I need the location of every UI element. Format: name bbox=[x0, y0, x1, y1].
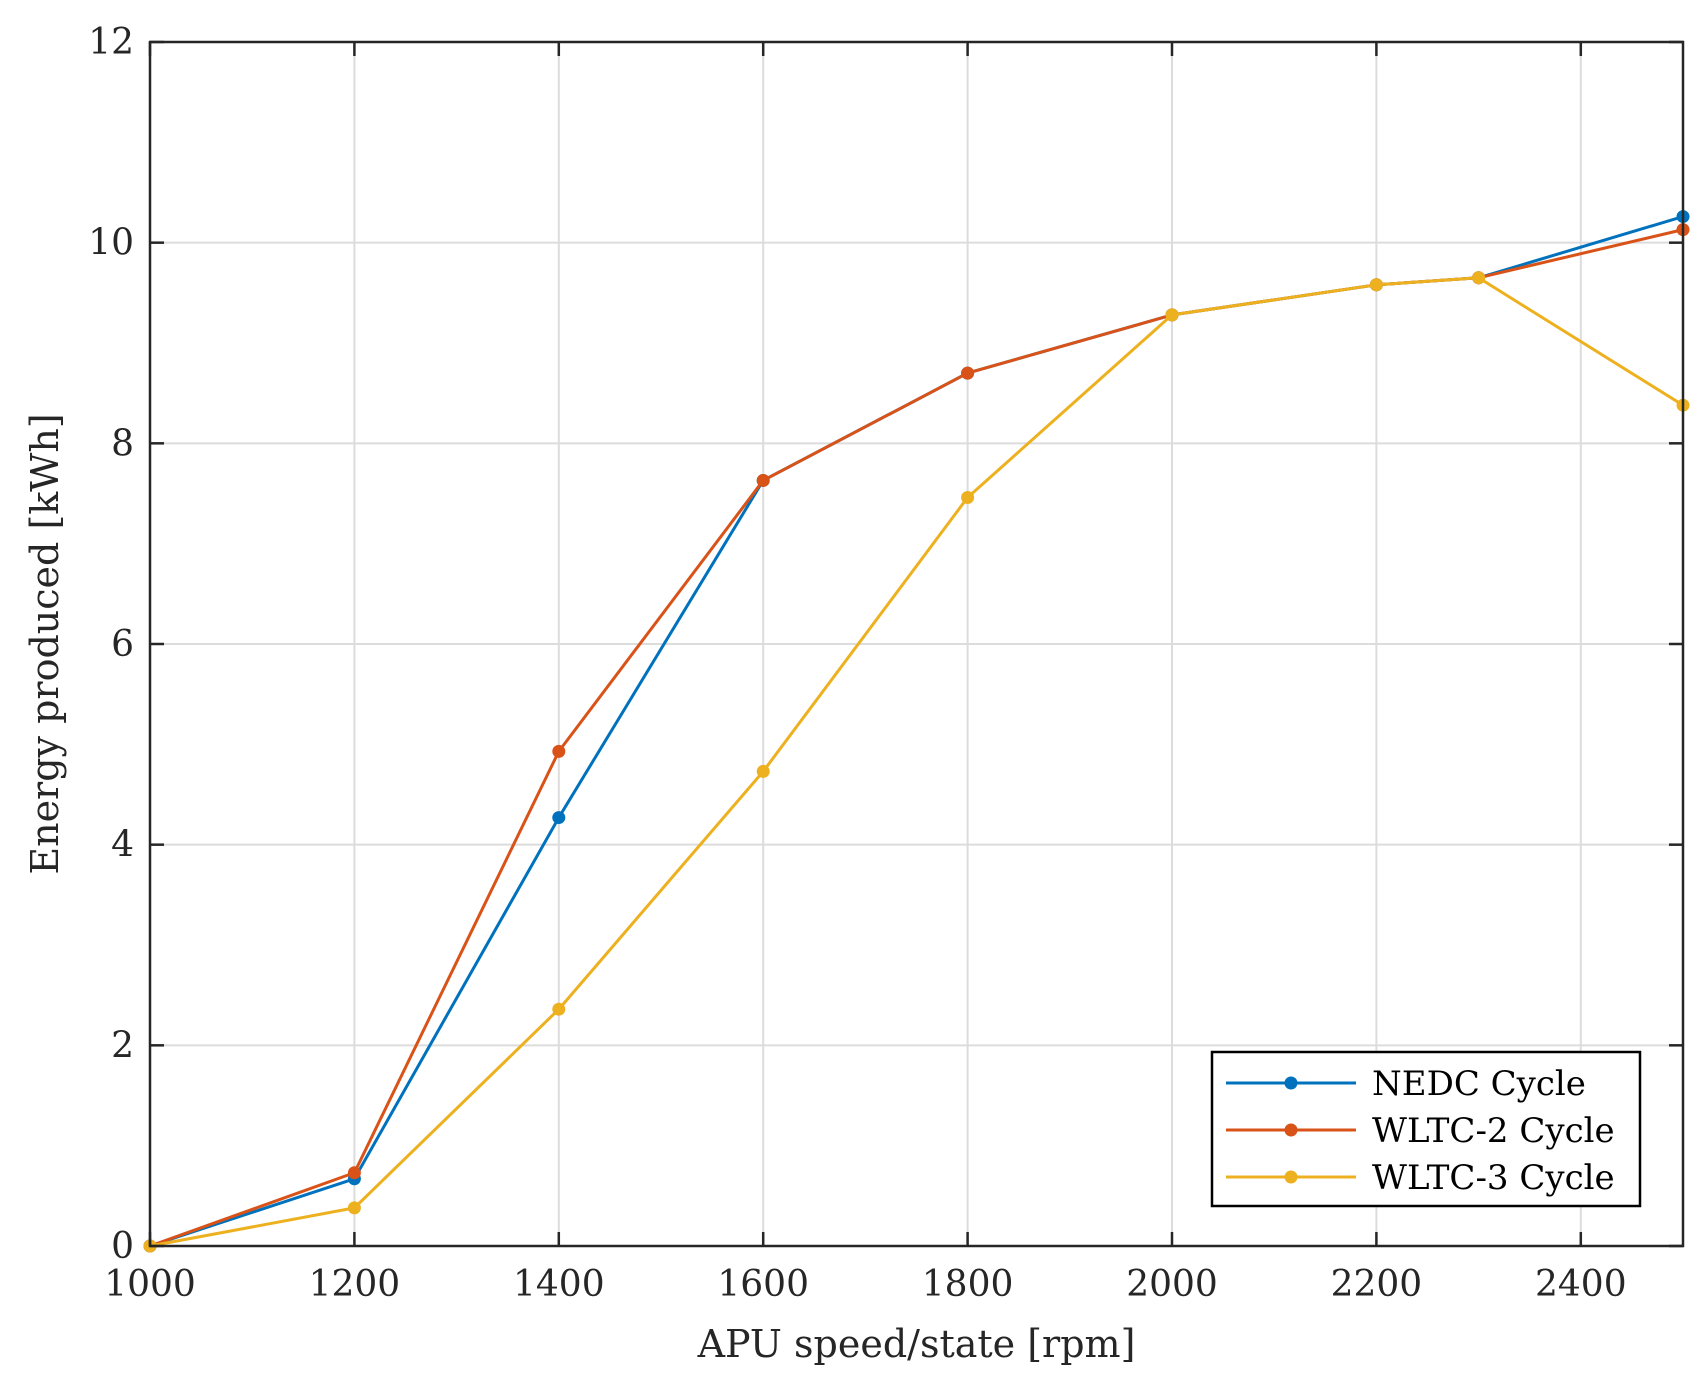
x-tick-label: 2000 bbox=[1126, 1264, 1218, 1305]
y-tick-label: 6 bbox=[111, 624, 134, 665]
data-point bbox=[961, 366, 975, 380]
data-point bbox=[347, 1201, 361, 1215]
data-point bbox=[1472, 271, 1486, 285]
x-tick-label: 1200 bbox=[309, 1264, 401, 1305]
y-tick-label: 12 bbox=[88, 22, 134, 63]
legend-marker bbox=[1284, 1076, 1298, 1090]
data-point bbox=[756, 764, 770, 778]
x-tick-label: 1600 bbox=[717, 1264, 809, 1305]
x-tick-label: 2400 bbox=[1535, 1264, 1627, 1305]
legend-item: WLTC-3 Cycle bbox=[1226, 1158, 1615, 1198]
ticks: 1000 1200 1400 1600 1800 2000 2200 2400 0 2 4 6 8 10 1… bbox=[88, 22, 1683, 1305]
data-point bbox=[552, 1002, 566, 1016]
x-tick-label: 1400 bbox=[513, 1264, 605, 1305]
series-layer bbox=[143, 210, 1690, 1253]
data-point bbox=[347, 1166, 361, 1180]
y-tick-label: 0 bbox=[111, 1226, 134, 1267]
y-tick-label: 8 bbox=[111, 423, 134, 464]
legend-item: NEDC Cycle bbox=[1226, 1064, 1586, 1104]
x-tick-label: 1800 bbox=[922, 1264, 1014, 1305]
series-wltc-3-cycle bbox=[143, 271, 1690, 1253]
legend-label: WLTC-2 Cycle bbox=[1372, 1111, 1615, 1151]
data-point bbox=[756, 473, 770, 487]
x-axis-label: APU speed/state [rpm] bbox=[697, 1322, 1136, 1366]
y-tick-label: 4 bbox=[111, 825, 134, 866]
y-tick-label: 2 bbox=[111, 1025, 134, 1066]
legend-label: NEDC Cycle bbox=[1372, 1064, 1586, 1104]
legend-item: WLTC-2 Cycle bbox=[1226, 1111, 1615, 1151]
y-tick-label: 10 bbox=[88, 223, 134, 264]
x-tick-label: 1000 bbox=[104, 1264, 196, 1305]
data-point bbox=[961, 491, 975, 505]
legend-marker bbox=[1284, 1123, 1298, 1137]
legend-label: WLTC-3 Cycle bbox=[1372, 1158, 1615, 1198]
grid bbox=[149, 41, 1683, 1247]
data-point bbox=[1165, 308, 1179, 322]
data-point bbox=[552, 811, 566, 825]
legend-marker bbox=[1284, 1170, 1298, 1184]
legend: NEDC Cycle WLTC-2 Cycle WLTC-3 Cycle bbox=[1210, 1050, 1642, 1208]
y-axis-label: Energy produced [kWh] bbox=[23, 413, 67, 874]
data-point bbox=[552, 744, 566, 758]
x-tick-label: 2200 bbox=[1331, 1264, 1423, 1305]
data-point bbox=[1369, 278, 1383, 292]
